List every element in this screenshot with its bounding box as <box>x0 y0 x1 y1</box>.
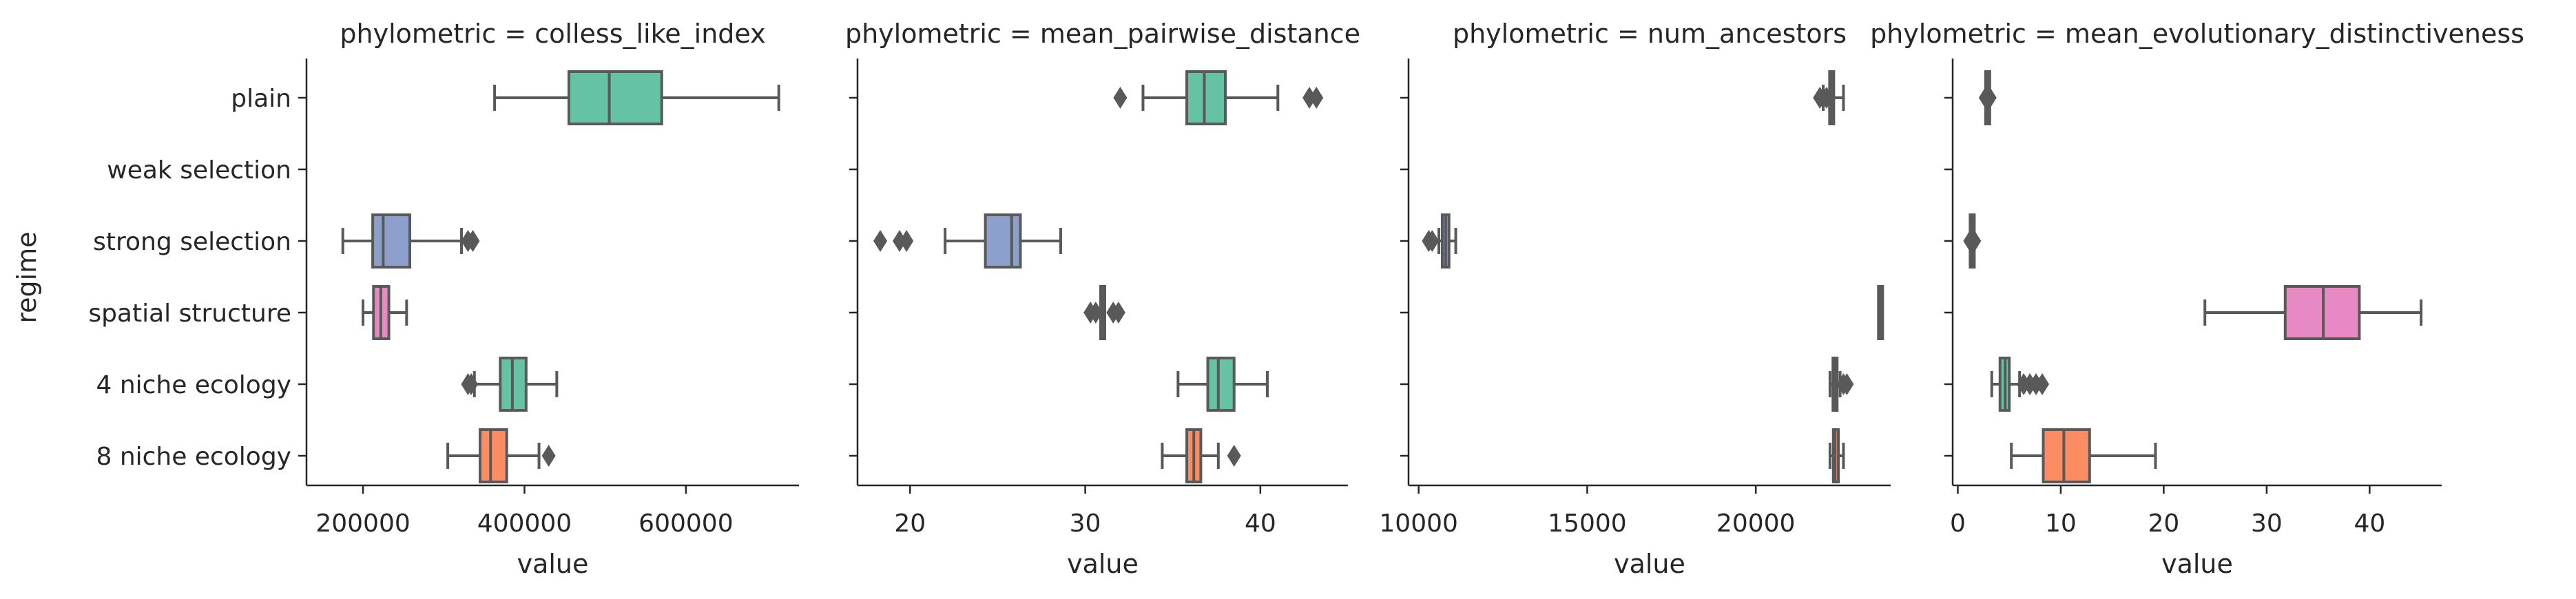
panel-title: phylometric = mean_pairwise_distance <box>845 19 1360 49</box>
box-spatial-structure <box>2203 285 2423 340</box>
x-axis-label: value <box>1067 549 1139 579</box>
x-tick-label: 200000 <box>315 509 410 538</box>
box-iqr <box>479 428 508 483</box>
y-tick-label: weak selection <box>107 156 291 185</box>
panel-title: phylometric = mean_evolutionary_distinct… <box>1870 19 2524 49</box>
box-plain <box>493 70 780 125</box>
y-axis-label: regime <box>12 231 42 323</box>
outlier-point <box>1309 87 1324 109</box>
box-iqr <box>2042 428 2091 483</box>
x-axis-label: value <box>2161 549 2233 579</box>
box-4-niche-ecology <box>1828 357 1854 412</box>
y-tick-label: plain <box>231 85 291 113</box>
facet-panel-3: phylometric = mean_evolutionary_distinct… <box>1870 19 2524 579</box>
box-8-niche-ecology <box>1828 428 1845 483</box>
y-tick-label: spatial structure <box>88 300 291 328</box>
outlier-point <box>1302 87 1317 109</box>
box-plain <box>1813 70 1845 125</box>
box-iqr <box>984 213 1022 269</box>
x-tick-label: 20 <box>894 509 926 538</box>
box-4-niche-ecology <box>1990 357 2050 412</box>
facet-panel-1: phylometric = mean_pairwise_distance 20 30… <box>845 19 1360 579</box>
x-tick-label: 30 <box>2251 509 2283 538</box>
box-strong-selection <box>1963 213 1982 269</box>
outlier-point <box>900 230 914 252</box>
x-tick-label: 600000 <box>638 509 733 538</box>
outlier-point <box>1840 373 1854 395</box>
outlier-point <box>1982 87 1997 109</box>
outlier-point <box>464 373 479 395</box>
box-iqr <box>567 70 663 125</box>
outlier-point <box>1967 230 1982 252</box>
x-axis-label: value <box>1614 549 1685 579</box>
box-strong-selection <box>341 213 480 269</box>
outlier-point <box>466 230 480 252</box>
box-spatial-structure <box>1083 285 1125 340</box>
box-spatial-structure <box>362 285 408 340</box>
x-tick-label: 10 <box>2045 509 2077 538</box>
x-tick-label: 30 <box>1070 509 1101 538</box>
outlier-point <box>1819 87 1834 109</box>
outlier-point <box>1113 87 1128 109</box>
outlier-point <box>2035 373 2050 395</box>
box-strong-selection <box>873 213 1062 269</box>
outlier-point <box>873 230 888 252</box>
outlier-point <box>1227 445 1241 467</box>
box-iqr <box>1185 70 1227 125</box>
box-4-niche-ecology <box>461 357 559 412</box>
box-iqr <box>371 213 412 269</box>
outlier-point <box>541 445 556 467</box>
box-8-niche-ecology <box>1161 428 1241 483</box>
box-8-niche-ecology <box>446 428 556 483</box>
x-tick-label: 40 <box>2354 509 2385 538</box>
y-tick-label: 4 niche ecology <box>96 371 291 399</box>
y-tick-label: strong selection <box>93 228 291 256</box>
x-tick-label: 10000 <box>1379 509 1458 538</box>
x-tick-label: 15000 <box>1548 509 1627 538</box>
x-tick-label: 40 <box>1245 509 1276 538</box>
outlier-point <box>1425 230 1440 252</box>
outlier-point <box>1088 302 1103 324</box>
box-4-niche-ecology <box>1176 357 1269 412</box>
box-plain <box>1113 70 1324 125</box>
box-iqr <box>1206 357 1236 412</box>
x-tick-label: 0 <box>1950 509 1966 538</box>
box-8-niche-ecology <box>2010 428 2157 483</box>
box-strong-selection <box>1422 213 1457 269</box>
outlier-point <box>1111 302 1125 324</box>
panel-title: phylometric = colless_like_index <box>340 19 765 49</box>
outlier-point <box>893 230 907 252</box>
x-tick-label: 20000 <box>1716 509 1796 538</box>
box-plain <box>1978 70 1997 125</box>
panel-title: phylometric = num_ancestors <box>1453 19 1847 49</box>
y-tick-label: 8 niche ecology <box>96 443 291 471</box>
facet-panel-2: phylometric = num_ancestors 10000 15000 200… <box>1379 19 1891 579</box>
x-tick-label: 400000 <box>477 509 572 538</box>
x-axis-label: value <box>517 549 589 579</box>
box-spatial-structure <box>1877 285 1884 340</box>
x-tick-label: 20 <box>2148 509 2180 538</box>
